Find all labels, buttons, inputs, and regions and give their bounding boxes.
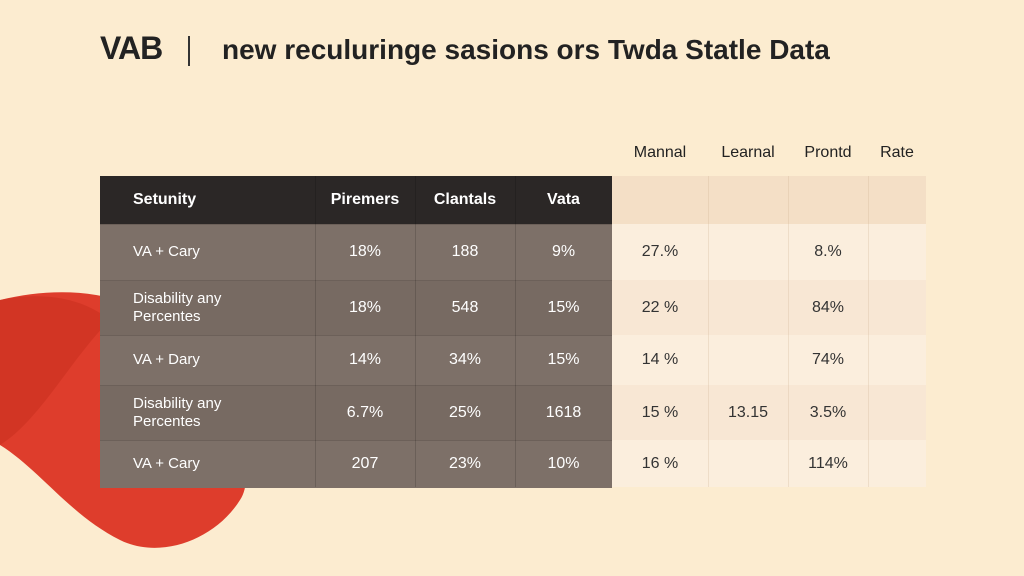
- row-band-light: [612, 440, 926, 487]
- cell-value: 188: [451, 243, 479, 260]
- header-band-dark: [100, 176, 612, 224]
- row-label: VA + Cary: [133, 243, 200, 260]
- cell-value: 14%: [348, 351, 382, 368]
- cell-value: 34%: [448, 351, 482, 368]
- title: new reculuringe sasions ors Twda Statle …: [222, 34, 830, 65]
- cell-value: 13.15: [727, 403, 769, 421]
- cell-value: 6.7%: [346, 403, 384, 421]
- row-label: VA + Cary: [133, 454, 200, 472]
- column-header: Learnal: [721, 144, 775, 161]
- row-band-light: [612, 385, 926, 440]
- cell-value: 23%: [448, 454, 482, 472]
- row-band-light: [612, 280, 926, 335]
- column-header: Piremers: [330, 191, 400, 208]
- row-band-dark: [100, 440, 612, 488]
- cell-value: 15%: [547, 351, 580, 368]
- column-divider: [515, 176, 516, 487]
- cell-value: 9%: [551, 243, 576, 260]
- column-header: Prontd: [804, 144, 852, 161]
- column-header: Vata: [547, 191, 580, 208]
- column-divider: [315, 176, 316, 487]
- cell-value: 74%: [811, 351, 845, 368]
- column-divider: [788, 176, 789, 487]
- cell-value: 18%: [348, 298, 382, 316]
- row-label: Disability any Percentes: [133, 289, 222, 325]
- column-header: Mannal: [633, 144, 687, 161]
- cell-value: 25%: [448, 403, 482, 421]
- cell-value: 84%: [811, 298, 845, 316]
- cell-value: 207: [351, 454, 379, 472]
- cell-value: 18%: [348, 243, 382, 260]
- cell-value: 548: [451, 298, 479, 316]
- cell-value: 114%: [808, 454, 848, 472]
- column-divider: [868, 176, 869, 487]
- column-header: Rate: [880, 144, 914, 161]
- column-divider: [708, 176, 709, 487]
- row-label: VA + Dary: [133, 351, 200, 368]
- cell-value: 10%: [547, 454, 580, 472]
- header-band-light: [612, 176, 926, 224]
- row-band-dark: [100, 335, 612, 386]
- cell-value: 16 %: [641, 454, 679, 472]
- row-band-light: [612, 335, 926, 385]
- row-label: Disability any Percentes: [133, 394, 222, 430]
- cell-value: 22 %: [641, 298, 679, 316]
- column-divider: [415, 176, 416, 487]
- cell-value: 8.%: [814, 243, 842, 260]
- row-band-dark: [100, 280, 612, 336]
- row-band-dark: [100, 224, 612, 281]
- logo: VAB: [100, 30, 163, 66]
- column-header: Clantals: [433, 191, 497, 208]
- cell-value: 27.%: [641, 243, 679, 260]
- red-blob-shade: [0, 296, 110, 445]
- cell-value: 15 %: [641, 403, 679, 421]
- row-band-light: [612, 224, 926, 280]
- cell-value: 14 %: [641, 351, 679, 368]
- cell-value: 15%: [547, 298, 580, 316]
- cell-value: 3.5%: [809, 403, 847, 421]
- cell-value: 1618: [545, 403, 582, 421]
- row-band-dark: [100, 385, 612, 441]
- column-header: Setunity: [133, 191, 197, 208]
- divider: [188, 36, 190, 66]
